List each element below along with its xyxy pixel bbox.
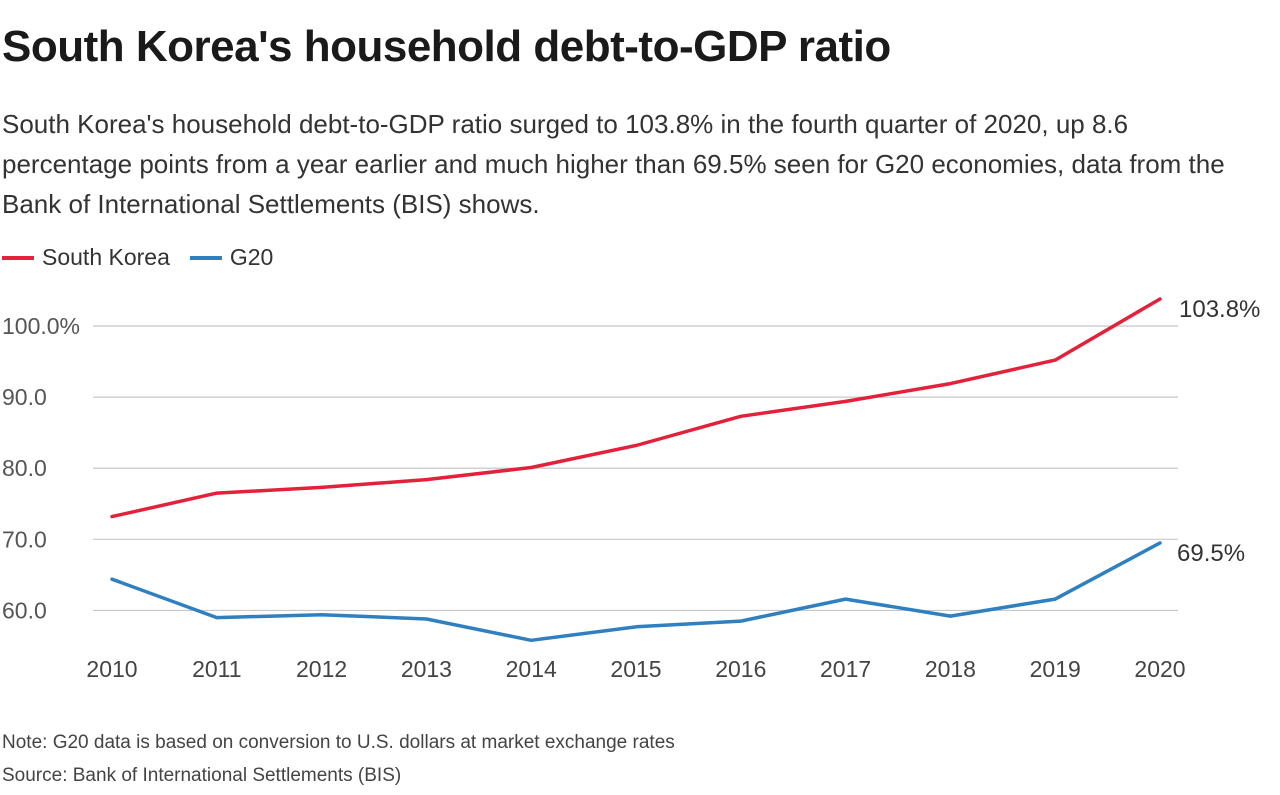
x-tick-label: 2018 [925,656,976,682]
y-tick-label: 70.0 [2,526,47,552]
x-tick-label: 2013 [401,656,452,682]
x-tick-label: 2020 [1134,656,1185,682]
gridlines [93,325,1178,612]
x-axis-tick-labels: 2010 2011 2012 2013 2014 2015 2016 2017 2018 2019… [86,656,1185,682]
x-tick-label: 2014 [506,656,557,682]
y-tick-label: 80.0 [2,455,47,481]
legend-swatch-south-korea [2,255,34,260]
legend-swatch-g20 [189,255,222,260]
legend: South Korea G20 [2,244,293,271]
legend-label-south-korea: South Korea [42,244,170,270]
y-tick-label: 100.0% [2,313,80,339]
x-tick-label: 2011 [192,656,241,682]
x-tick-label: 2012 [296,656,347,682]
x-tick-label: 2010 [86,656,137,682]
chart-subtitle: South Korea's household debt-to-GDP rati… [2,109,1225,219]
end-value-labels: 103.8% 69.5% [1177,296,1260,567]
chart-note: Note: G20 data is based on conversion to… [2,732,675,753]
series-line-south-korea [110,297,1162,519]
legend-label-g20: G20 [229,244,274,270]
x-tick-label: 2019 [1030,656,1081,682]
series-line-g20 [110,541,1162,643]
chart-title: South Korea's household debt-to-GDP rati… [2,22,891,71]
x-tick-label: 2015 [610,656,661,682]
y-tick-label: 60.0 [2,597,47,623]
legend-item-south-korea: South Korea [2,244,170,271]
x-tick-label: 2016 [715,656,766,682]
y-axis-tick-labels: 60.0 70.0 80.0 90.0 100.0% [2,313,80,623]
chart-source: Source: Bank of International Settlement… [2,765,402,786]
end-label-g20: 69.5% [1177,540,1245,567]
y-tick-label: 90.0 [2,384,47,410]
legend-item-g20: G20 [189,244,274,271]
x-tick-label: 2017 [820,656,871,682]
series-lines [110,297,1162,643]
end-label-south-korea: 103.8% [1179,296,1260,323]
